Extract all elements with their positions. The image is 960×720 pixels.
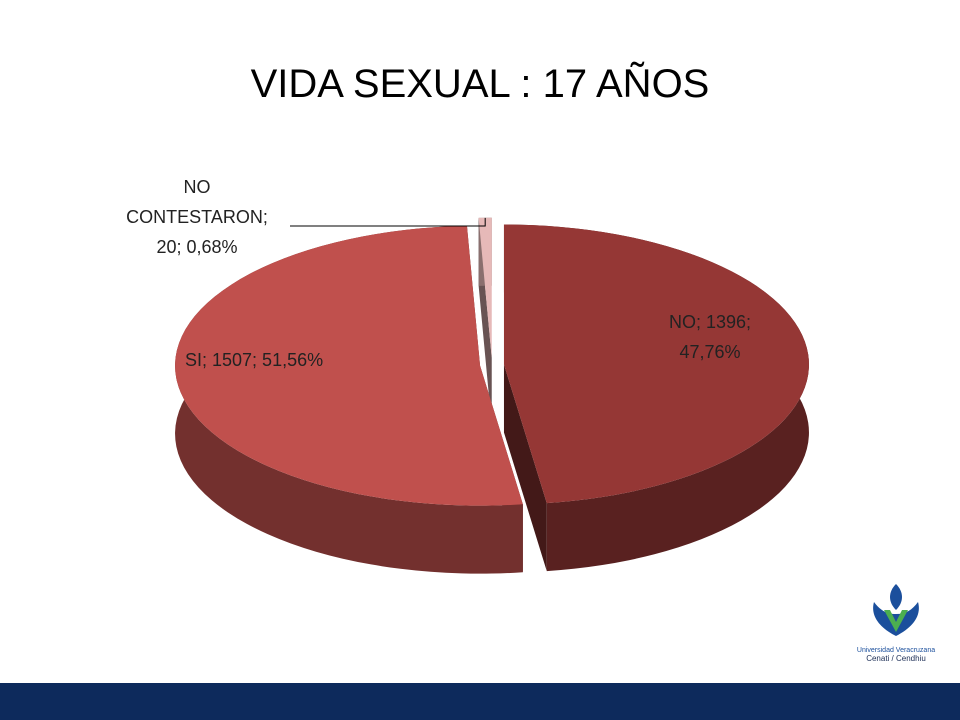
logo-text: Universidad Veracruzana xyxy=(856,647,936,654)
data-label: NO CONTESTARON; 20; 0,68% xyxy=(126,177,268,257)
data-label: NO; 1396; 47,76% xyxy=(668,312,752,362)
chart xyxy=(175,217,809,574)
logo: Universidad Veracruzana Cenati / Cendhiu xyxy=(832,580,960,684)
logo-icon xyxy=(873,584,919,636)
footer-bar xyxy=(0,683,960,720)
leader-line xyxy=(290,217,486,227)
data-label: SI; 1507; 51,56% xyxy=(185,350,324,370)
chart-title: VIDA SEXUAL : 17 AÑOS xyxy=(250,62,710,106)
slice xyxy=(478,217,492,358)
logo-text: Cenati / Cendhiu xyxy=(866,654,926,663)
slice xyxy=(503,224,809,504)
slice-cut xyxy=(503,224,547,572)
slice xyxy=(175,225,523,506)
